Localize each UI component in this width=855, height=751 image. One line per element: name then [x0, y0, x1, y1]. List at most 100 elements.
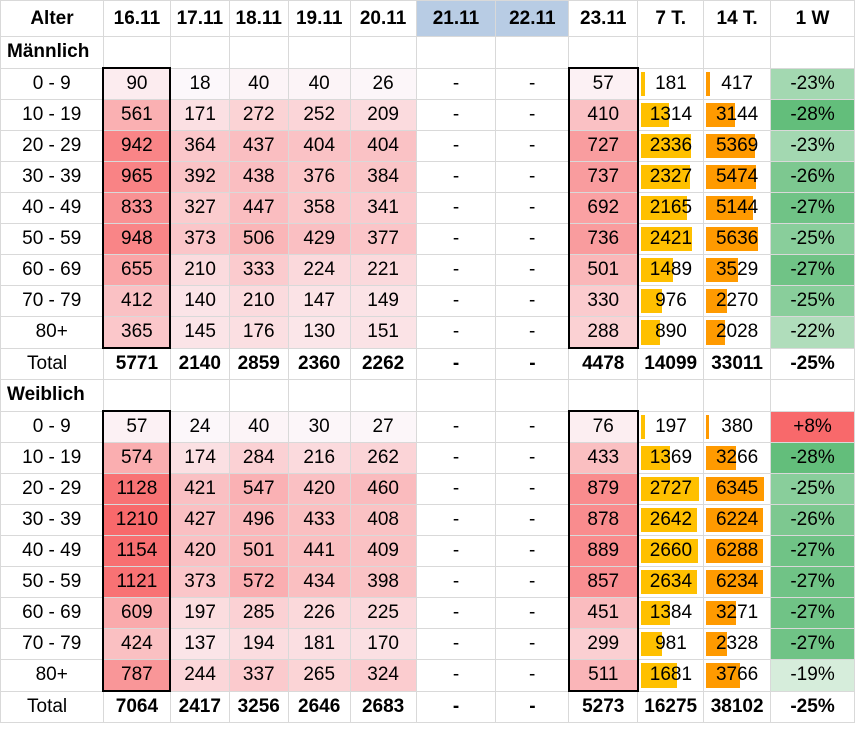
- age-group-label: 30 - 39: [0, 161, 104, 193]
- bar-7t: [640, 320, 660, 345]
- header-cell: 23.11: [568, 0, 639, 37]
- bar-14t: [706, 632, 728, 656]
- day-value: 434: [287, 566, 351, 598]
- day-value: 330: [567, 285, 639, 317]
- total-7t: 14099: [637, 347, 705, 380]
- bar-14t-value: 6234: [715, 571, 759, 592]
- bar-14t-cell: 2270: [703, 285, 772, 317]
- section-title-row: Weiblich: [0, 379, 855, 412]
- week-change: -27%: [770, 566, 855, 598]
- week-change: +8%: [770, 410, 855, 443]
- week-change: -28%: [770, 442, 855, 474]
- bar-7t-cell: 890: [637, 316, 705, 349]
- bar-14t-cell: 5369: [703, 130, 772, 162]
- day-value: -: [415, 504, 497, 536]
- age-group-label: 40 - 49: [0, 192, 104, 224]
- bar-14t-value: 380: [721, 415, 753, 437]
- empty-cell: [102, 379, 171, 412]
- day-value: -: [495, 410, 570, 443]
- day-value: 209: [349, 99, 417, 131]
- bar-7t-cell: 976: [637, 285, 705, 317]
- age-group-label: 50 - 59: [0, 223, 104, 255]
- day-value: 170: [349, 628, 417, 660]
- age-group-label: 0 - 9: [0, 410, 104, 443]
- header-cell: 17.11: [169, 0, 230, 37]
- bar-7t-cell: 2327: [637, 161, 705, 193]
- bar-14t: [706, 258, 739, 282]
- bar-7t-cell: 981: [637, 628, 705, 660]
- empty-cell: [770, 36, 855, 69]
- day-value: 174: [169, 442, 230, 474]
- table-row: 20 - 29 942 364 437 404 404- -727 2336 5369 -23%: [0, 130, 855, 162]
- empty-cell: [349, 36, 417, 69]
- bar-14t-value: 3266: [715, 447, 759, 468]
- bar-14t-value: 2028: [715, 321, 759, 343]
- bar-7t-value: 1369: [649, 447, 693, 468]
- bar-14t: [706, 196, 754, 220]
- bar-7t-cell: 1314: [637, 99, 705, 131]
- day-value: 609: [102, 597, 172, 629]
- day-value: 130: [287, 316, 351, 349]
- day-value: 262: [349, 442, 417, 474]
- bar-7t-cell: 1681: [637, 659, 705, 692]
- day-value: 226: [287, 597, 351, 629]
- day-value: -: [415, 535, 497, 567]
- header-cell: 14 T.: [703, 0, 772, 37]
- bar-7t: [640, 632, 662, 656]
- header-cell: 7 T.: [637, 0, 705, 37]
- bar-7t-value: 981: [655, 633, 687, 654]
- week-change: -26%: [770, 161, 855, 193]
- day-value: 857: [567, 566, 639, 598]
- day-value: 333: [228, 254, 289, 286]
- bar-7t-cell: 1489: [637, 254, 705, 286]
- day-value: 441: [287, 535, 351, 567]
- empty-cell: [637, 36, 705, 69]
- bar-14t-value: 5369: [715, 135, 759, 156]
- week-change: -25%: [770, 473, 855, 505]
- empty-cell: [287, 379, 351, 412]
- header-cell: Alter: [0, 0, 104, 37]
- day-value: 429: [287, 223, 351, 255]
- day-value: 424: [102, 628, 172, 660]
- age-group-label: 70 - 79: [0, 285, 104, 317]
- day-value: -: [495, 223, 570, 255]
- day-value: 427: [169, 504, 230, 536]
- bar-14t: [706, 134, 756, 158]
- empty-cell: [169, 36, 230, 69]
- bar-7t: [640, 103, 669, 127]
- bar-14t-cell: 3144: [703, 99, 772, 131]
- section-title: Männlich: [0, 36, 104, 69]
- day-value: 147: [287, 285, 351, 317]
- day-value: 889: [567, 535, 639, 567]
- bar-14t-value: 5144: [715, 197, 759, 218]
- day-value: 197: [169, 597, 230, 629]
- age-case-table: Alter 16.11 17.11 18.11 19.11 20.11 21.11 22.11…: [0, 0, 855, 723]
- bar-7t: [640, 227, 692, 251]
- day-value: -: [495, 254, 570, 286]
- table-row: 0 - 9 90 18 40 40 26- -57 181 417 -23%: [0, 67, 855, 100]
- table-row: 10 - 19 574 174 284 216 262- -433 1369 3266 -28%: [0, 442, 855, 474]
- empty-cell: [703, 36, 772, 69]
- bar-7t: [640, 414, 645, 439]
- day-value: 252: [287, 99, 351, 131]
- bar-14t-value: 5474: [715, 166, 759, 187]
- day-value: 420: [287, 473, 351, 505]
- header-cell: 18.11: [228, 0, 289, 37]
- age-group-label: 80+: [0, 316, 104, 349]
- day-value: 437: [228, 130, 289, 162]
- day-value: 506: [228, 223, 289, 255]
- age-group-label: 10 - 19: [0, 442, 104, 474]
- day-value: -: [495, 161, 570, 193]
- day-value: 1128: [102, 473, 172, 505]
- bar-7t-value: 181: [655, 72, 687, 94]
- bar-7t: [640, 196, 687, 220]
- day-value: 737: [567, 161, 639, 193]
- day-value: 299: [567, 628, 639, 660]
- table-row: 70 - 79 412 140 210 147 149- -330 976 2270 -25%: [0, 285, 855, 317]
- bar-14t-cell: 6234: [703, 566, 772, 598]
- day-value: 90: [102, 67, 172, 100]
- age-group-label: 50 - 59: [0, 566, 104, 598]
- day-value: -: [415, 254, 497, 286]
- day-value: 140: [169, 285, 230, 317]
- day-value: -: [415, 628, 497, 660]
